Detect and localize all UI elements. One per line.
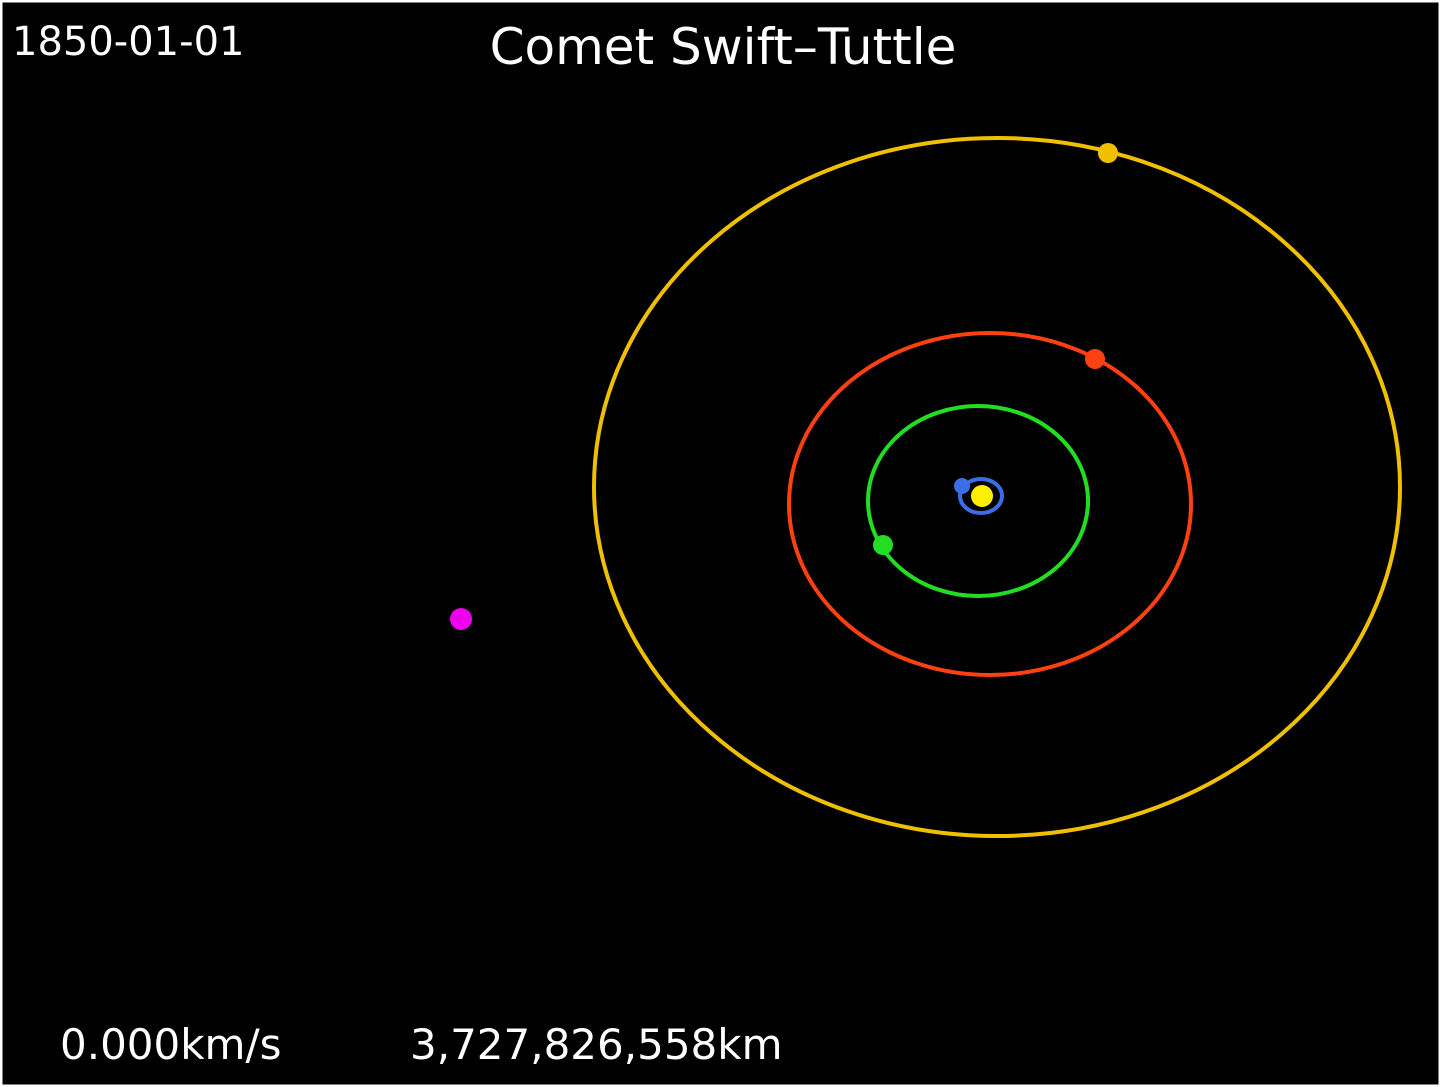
title: Comet Swift–Tuttle (490, 18, 957, 76)
date-label: 1850-01-01 (12, 19, 244, 65)
background (0, 0, 1441, 1087)
speed-label: 0.000km/s (60, 1020, 282, 1069)
orbit-view: 1850-01-01 Comet Swift–Tuttle 0.000km/s … (0, 0, 1441, 1087)
inner-planet (873, 535, 893, 555)
comet (450, 608, 472, 630)
sun (971, 485, 993, 507)
middle-planet (1085, 349, 1105, 369)
outer-planet (1098, 143, 1118, 163)
small-planet (954, 478, 970, 494)
distance-label: 3,727,826,558km (410, 1020, 783, 1069)
